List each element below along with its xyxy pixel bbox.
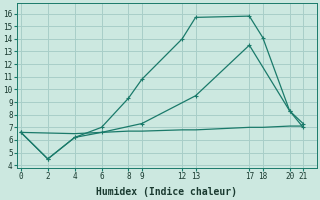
- X-axis label: Humidex (Indice chaleur): Humidex (Indice chaleur): [96, 186, 237, 197]
